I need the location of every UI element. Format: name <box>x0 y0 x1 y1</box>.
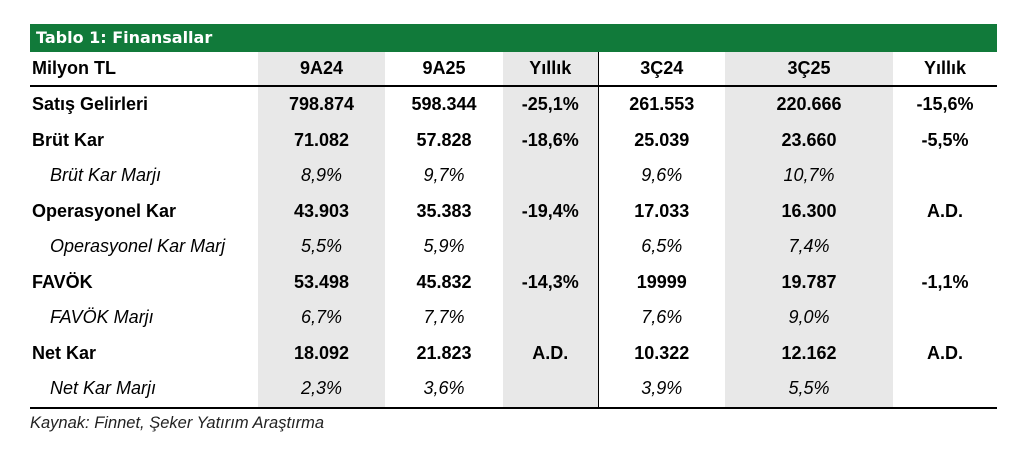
header-yillik-9a: Yıllık <box>503 52 598 87</box>
header-9a24: 9A24 <box>258 52 385 87</box>
table-cell: 21.823 <box>416 342 472 363</box>
table-cell: 6,7% <box>258 300 385 336</box>
table-cell: 10.322 <box>597 335 725 371</box>
table-cell: 53.498 <box>258 264 385 300</box>
row-label: Brüt Kar Marjı <box>50 165 162 186</box>
header-9a25: 9A25 <box>385 52 503 87</box>
row-label: Operasyonel Kar <box>32 200 177 221</box>
table-cell: 18.092 <box>258 335 385 371</box>
source-note: Kaynak: Finnet, Şeker Yatırım Araştırma <box>30 414 325 432</box>
table-cell: 7,6% <box>597 300 725 336</box>
table-cell: 16.300 <box>725 193 893 229</box>
table-cell <box>893 229 997 265</box>
table-cell: 5,5% <box>725 371 893 409</box>
table-cell: 45.832 <box>416 271 472 292</box>
header-3c24: 3Ç24 <box>597 52 725 87</box>
table-cell: 2,3% <box>258 371 385 409</box>
table-cell: 43.903 <box>258 193 385 229</box>
table-cell <box>503 371 598 409</box>
table-cell: 25.039 <box>597 122 725 158</box>
table-cell: 71.082 <box>258 122 385 158</box>
row-label: Brüt Kar <box>32 129 105 150</box>
header-label: Milyon TL <box>30 52 258 87</box>
header-yillik-3c: Yıllık <box>893 52 997 87</box>
table-cell <box>893 300 997 336</box>
table-cell: -25,1% <box>503 86 598 123</box>
table-cell: A.D. <box>503 335 598 371</box>
table-cell: 10,7% <box>725 158 893 194</box>
table-row: Operasyonel Kar 43.903 35.383 -19,4% 17.033 1… <box>30 193 997 229</box>
table-cell: -18,6% <box>503 122 598 158</box>
table-cell: 5,9% <box>423 236 465 257</box>
table-cell: 3,6% <box>385 371 503 409</box>
financials-table: Milyon TL 9A24 9A25 Yıllık 3Ç24 3Ç25 Yıl… <box>30 52 997 409</box>
table-cell: A.D. <box>927 200 963 221</box>
row-label: Operasyonel Kar Marj <box>50 236 226 257</box>
row-label: Satış Gelirleri <box>32 94 149 115</box>
table-cell: 798.874 <box>258 86 385 123</box>
table-cell: 57.828 <box>416 129 472 150</box>
table-cell: 19999 <box>597 264 725 300</box>
table-row: Operasyonel Kar Marj 5,5% 5,9% 6,5% 7,4% <box>30 229 997 265</box>
table-cell: 261.553 <box>597 86 725 123</box>
table-row: FAVÖK Marjı 6,7% 7,7% 7,6% 9,0% <box>30 300 997 336</box>
row-label: FAVÖK <box>32 271 93 292</box>
table-cell <box>893 371 997 409</box>
table-cell: 17.033 <box>597 193 725 229</box>
header-row: Milyon TL 9A24 9A25 Yıllık 3Ç24 3Ç25 Yıl… <box>30 52 997 87</box>
row-label: Net Kar Marjı <box>30 371 258 409</box>
table-row: Net Kar 18.092 21.823 A.D. 10.322 12.162 A.D. <box>30 335 997 371</box>
table-cell: 9,6% <box>597 158 725 194</box>
table-cell: 3,9% <box>597 371 725 409</box>
table-title: Tablo 1: Finansallar <box>30 24 997 52</box>
table-cell: 6,5% <box>597 229 725 265</box>
table-cell: -19,4% <box>503 193 598 229</box>
table-cell: 19.787 <box>725 264 893 300</box>
row-label: FAVÖK Marjı <box>50 307 154 328</box>
table-cell: 12.162 <box>725 335 893 371</box>
table-cell: 9,7% <box>423 165 465 186</box>
financials-table-block: Tablo 1: Finansallar Milyon TL 9A24 9A25… <box>30 24 997 409</box>
header-3c25: 3Ç25 <box>725 52 893 87</box>
table-cell: -14,3% <box>503 264 598 300</box>
table-cell: -5,5% <box>921 129 969 150</box>
table-cell: 598.344 <box>411 94 477 115</box>
table-row: FAVÖK 53.498 45.832 -14,3% 19999 19.787 -1,1% <box>30 264 997 300</box>
table-cell <box>503 300 598 336</box>
table-cell: 7,4% <box>725 229 893 265</box>
table-cell: -15,6% <box>916 94 974 115</box>
table-cell: 35.383 <box>416 200 472 221</box>
table-row: Brüt Kar 71.082 57.828 -18,6% 25.039 23.660 -5… <box>30 122 997 158</box>
table-cell: 23.660 <box>725 122 893 158</box>
table-cell: 8,9% <box>258 158 385 194</box>
table-cell <box>503 229 598 265</box>
row-label: Net Kar <box>32 342 97 363</box>
table-cell: 9,0% <box>725 300 893 336</box>
table-cell <box>503 158 598 194</box>
table-row: Brüt Kar Marjı 8,9% 9,7% 9,6% 10,7% <box>30 158 997 194</box>
table-cell <box>893 158 997 194</box>
table-row: Net Kar Marjı 2,3% 3,6% 3,9% 5,5% <box>30 371 997 409</box>
table-cell: 5,5% <box>258 229 385 265</box>
table-cell: A.D. <box>927 342 963 363</box>
table-cell: 220.666 <box>725 86 893 123</box>
table-cell: -1,1% <box>921 271 969 292</box>
table-row: Satış Gelirleri 798.874 598.344 -25,1% 261.5… <box>30 86 997 123</box>
table-cell: 7,7% <box>423 307 465 328</box>
